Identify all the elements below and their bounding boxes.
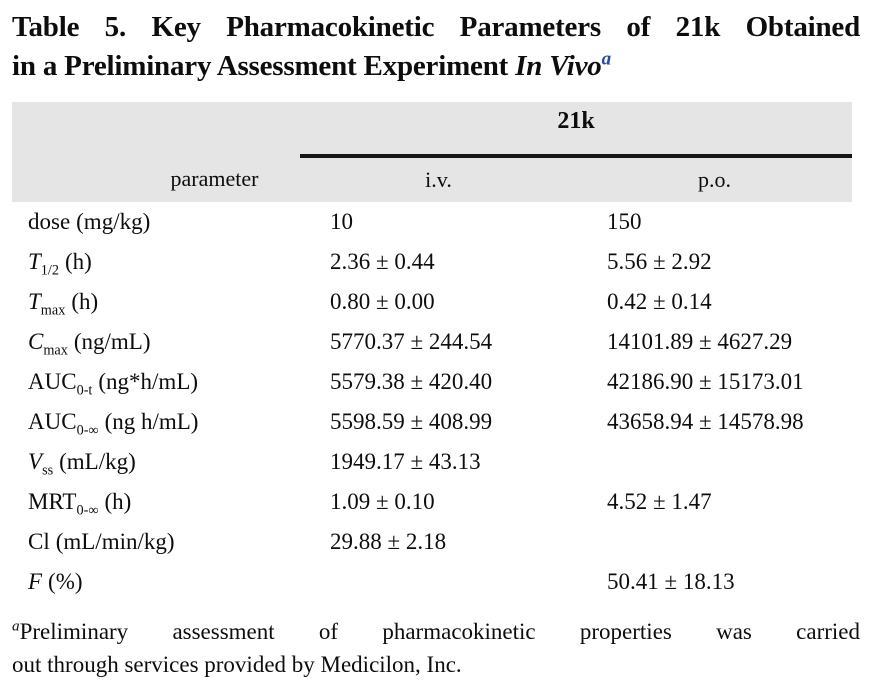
param-subscript: 0-∞ bbox=[76, 502, 99, 519]
param-label: Cmax (ng/mL) bbox=[12, 322, 300, 362]
footnote-marker: a bbox=[12, 617, 20, 635]
param-unit: (h) bbox=[104, 488, 132, 514]
param-unit: (mL/min/kg) bbox=[55, 528, 175, 554]
page-title: Table 5. Key Pharmacokinetic Parameters … bbox=[12, 8, 860, 87]
po-value: 5.56 ± 2.92 bbox=[607, 248, 712, 274]
footnote-line-2: out through services provided by Medicil… bbox=[12, 651, 462, 677]
title-line-2: in a Preliminary Assessment Experiment I… bbox=[12, 47, 860, 86]
param-symbol: dose bbox=[28, 208, 71, 234]
param-unit: (mL/kg) bbox=[59, 448, 136, 474]
param-unit: (h) bbox=[64, 248, 92, 274]
table-row: Tmax (h) 0.80 ± 0.00 0.42 ± 0.14 bbox=[12, 282, 852, 322]
po-value bbox=[577, 522, 852, 562]
param-label: F (%) bbox=[12, 562, 300, 602]
table-row: MRT0-∞ (h) 1.09 ± 0.10 4.52 ± 1.47 bbox=[12, 482, 852, 522]
param-unit: (ng*h/mL) bbox=[98, 368, 199, 394]
column-header-row: parameter i.v. p.o. bbox=[12, 155, 853, 202]
po-value: 42186.90 ± 15173.01 bbox=[607, 368, 804, 394]
iv-value: 29.88 ± 2.18 bbox=[330, 528, 447, 554]
param-subscript: 0-∞ bbox=[76, 422, 99, 439]
param-label: AUC0-t (ng*h/mL) bbox=[12, 362, 300, 402]
param-symbol: T bbox=[28, 288, 41, 314]
param-symbol: AUC bbox=[28, 368, 77, 394]
param-symbol: AUC bbox=[28, 408, 77, 434]
iv-value: 5770.37 ± 244.54 bbox=[330, 328, 493, 354]
table-row: Vss (mL/kg) 1949.17 ± 43.13 bbox=[12, 442, 852, 482]
po-value bbox=[577, 442, 852, 482]
po-value: 43658.94 ± 14578.98 bbox=[607, 408, 804, 434]
param-symbol: V bbox=[28, 448, 43, 474]
po-value: 50.41 ± 18.13 bbox=[607, 568, 735, 594]
param-subscript: 0-t bbox=[76, 382, 93, 399]
iv-value: 5598.59 ± 408.99 bbox=[330, 408, 493, 434]
table-row: AUC0-∞ (ng h/mL) 5598.59 ± 408.99 43658.9… bbox=[12, 402, 852, 442]
compound-group-header: 21k bbox=[300, 101, 853, 158]
po-value: 4.52 ± 1.47 bbox=[607, 488, 712, 514]
col-header-iv: i.v. bbox=[300, 155, 577, 202]
title-italic-phrase: In Vivo bbox=[515, 50, 602, 83]
table-row: Cmax (ng/mL) 5770.37 ± 244.54 14101.89 ± … bbox=[12, 322, 852, 362]
pk-parameters-table: 21k parameter i.v. p.o. dose (mg/kg) 10 1… bbox=[12, 101, 853, 602]
iv-value: 10 bbox=[330, 208, 353, 234]
param-label: Cl (mL/min/kg) bbox=[12, 522, 300, 562]
compound-header-row: 21k bbox=[12, 101, 853, 158]
iv-value: 2.36 ± 0.44 bbox=[330, 248, 435, 274]
table-body: dose (mg/kg) 10 150 T1/2 (h) 2.36 ± 0.44 5… bbox=[12, 202, 852, 602]
footnote-line-1: aPreliminary assessment of pharmacokinet… bbox=[12, 616, 860, 649]
param-unit: (mg/kg) bbox=[76, 208, 151, 234]
table-row: Cl (mL/min/kg) 29.88 ± 2.18 bbox=[12, 522, 852, 562]
table-row: dose (mg/kg) 10 150 bbox=[12, 202, 852, 242]
footnote-text-1: Preliminary assessment of pharmacokineti… bbox=[19, 618, 860, 644]
table-row: AUC0-t (ng*h/mL) 5579.38 ± 420.40 42186.9… bbox=[12, 362, 852, 402]
iv-value: 1.09 ± 0.10 bbox=[330, 488, 435, 514]
param-symbol: T bbox=[28, 248, 41, 274]
title-line-2-text: in a Preliminary Assessment Experiment bbox=[12, 50, 516, 83]
param-label: dose (mg/kg) bbox=[12, 202, 300, 242]
po-value: 0.42 ± 0.14 bbox=[607, 288, 712, 314]
param-symbol: F bbox=[28, 568, 43, 594]
param-label: Tmax (h) bbox=[12, 282, 300, 322]
param-label: T1/2 (h) bbox=[12, 242, 300, 282]
iv-value: 0.80 ± 0.00 bbox=[330, 288, 435, 314]
title-footnote-marker: a bbox=[601, 48, 612, 70]
param-symbol: MRT bbox=[28, 488, 77, 514]
param-unit: (h) bbox=[71, 288, 99, 314]
po-value: 150 bbox=[607, 208, 642, 234]
iv-value bbox=[300, 562, 577, 602]
header-corner-cell bbox=[12, 101, 300, 156]
title-line-1: Table 5. Key Pharmacokinetic Parameters … bbox=[12, 11, 860, 43]
param-symbol: Cl bbox=[28, 528, 50, 554]
param-subscript: max bbox=[40, 302, 66, 319]
table-row: F (%) 50.41 ± 18.13 bbox=[12, 562, 852, 602]
param-subscript: ss bbox=[42, 462, 54, 479]
param-label: MRT0-∞ (h) bbox=[12, 482, 300, 522]
param-unit: (ng/mL) bbox=[73, 328, 151, 354]
param-unit: (ng h/mL) bbox=[104, 408, 199, 434]
param-label: Vss (mL/kg) bbox=[12, 442, 300, 482]
table-header: 21k parameter i.v. p.o. bbox=[12, 101, 853, 202]
table-row: T1/2 (h) 2.36 ± 0.44 5.56 ± 2.92 bbox=[12, 242, 852, 282]
param-subscript: max bbox=[43, 342, 68, 359]
param-unit: (%) bbox=[48, 568, 83, 594]
param-subscript: 1/2 bbox=[40, 262, 60, 279]
col-header-po: p.o. bbox=[577, 155, 853, 202]
iv-value: 5579.38 ± 420.40 bbox=[330, 368, 493, 394]
param-label: AUC0-∞ (ng h/mL) bbox=[12, 402, 300, 442]
param-symbol: C bbox=[28, 328, 44, 354]
footnote: aPreliminary assessment of pharmacokinet… bbox=[12, 616, 860, 681]
po-value: 14101.89 ± 4627.29 bbox=[607, 328, 793, 354]
iv-value: 1949.17 ± 43.13 bbox=[330, 448, 481, 474]
col-header-parameter: parameter bbox=[12, 155, 300, 202]
